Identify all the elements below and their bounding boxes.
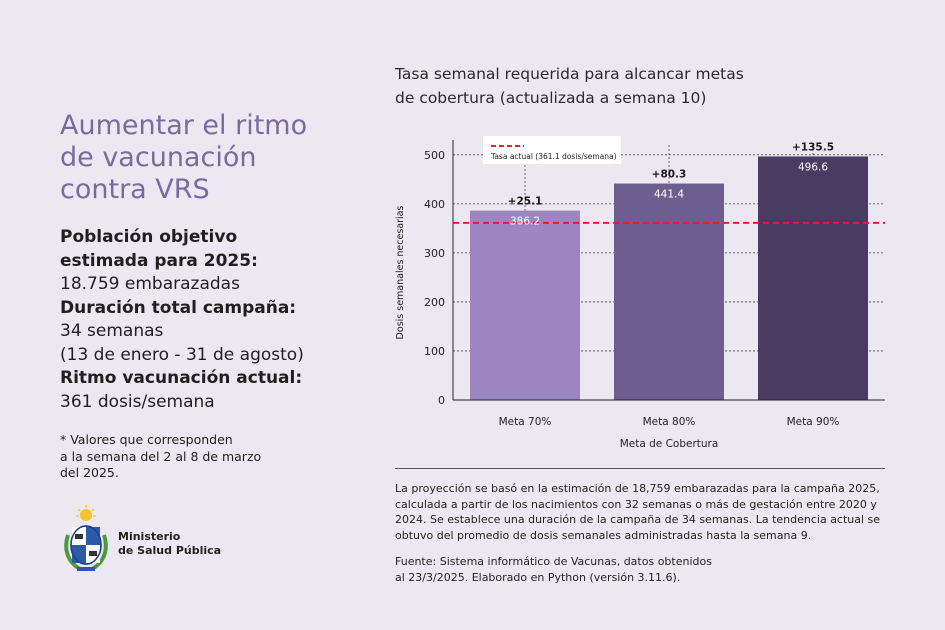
label-line: Población objetivo xyxy=(60,227,238,247)
footnote: * Valores que corresponden a la semana d… xyxy=(60,432,280,482)
increment-label: +25.1 xyxy=(508,196,543,208)
text-line: calculada a partir de los nacimientos co… xyxy=(395,497,877,511)
y-axis-title: Dosis semanales necesarias xyxy=(395,206,406,340)
bar xyxy=(470,210,580,400)
text-line: Fuente: Sistema informático de Vacunas, … xyxy=(395,555,712,568)
y-tick-label: 0 xyxy=(438,394,445,407)
duration-dates: (13 de enero - 31 de agosto) xyxy=(60,344,304,365)
note-line: del 2025. xyxy=(60,465,119,480)
chart-title-line: Tasa semanal requerida para alcancar met… xyxy=(395,65,744,83)
x-axis-title: Meta de Cobertura xyxy=(620,438,719,450)
title-line: Aumentar el ritmo xyxy=(60,110,308,141)
bar-value-label: 386.2 xyxy=(510,216,540,228)
increment-label: +80.3 xyxy=(652,169,687,181)
bar xyxy=(614,183,724,400)
page-title: Aumentar el ritmo de vacunación contra VRS xyxy=(60,110,360,206)
methodology-text: La proyección se basó en la estimación d… xyxy=(395,481,885,543)
source-text: Fuente: Sistema informático de Vacunas, … xyxy=(395,554,885,585)
title-line: contra VRS xyxy=(60,174,210,205)
bar-value-label: 441.4 xyxy=(654,189,684,201)
coat-of-arms-icon xyxy=(64,505,108,571)
y-tick-label: 300 xyxy=(424,247,445,260)
bar-value-label: 496.6 xyxy=(798,161,828,173)
x-tick-label: Meta 80% xyxy=(643,416,696,428)
key-facts: Población objetivo estimada para 2025: 18… xyxy=(60,226,380,414)
increment-label: +135.5 xyxy=(792,141,834,153)
note-line: * Valores que corresponden xyxy=(60,432,233,447)
divider xyxy=(395,468,885,469)
ministry-name-line2: de Salud Pública xyxy=(118,544,222,557)
text-line: obtuvo del promedio de dosis semanales a… xyxy=(395,528,812,542)
population-value: 18.759 embarazadas xyxy=(60,274,240,294)
ministry-name: Ministerio de Salud Pública xyxy=(118,530,221,558)
title-line: de vacunación xyxy=(60,142,257,173)
chart-title-line: de cobertura (actualizada a semana 10) xyxy=(395,89,707,107)
x-tick-label: Meta 70% xyxy=(499,416,552,428)
legend-box xyxy=(483,136,621,164)
duration-label: Duración total campaña: xyxy=(60,297,297,318)
bar-chart: 0 100 200 300 400 500 386.2 +25.1 441.4 +80.3 496.… xyxy=(395,136,885,450)
current-rate-label: Ritmo vacunación actual: xyxy=(60,368,303,388)
bar xyxy=(758,156,868,400)
label-line: estimada para 2025: xyxy=(60,250,258,271)
ministry-logo: Ministerio de Salud Pública xyxy=(58,505,258,577)
legend-label: Tasa actual (361.1 dosis/semana) xyxy=(490,152,617,161)
current-rate-value: 361 dosis/semana xyxy=(60,391,215,412)
population-label: Población objetivo estimada para 2025: xyxy=(60,226,380,273)
ministry-name-line1: Ministerio xyxy=(118,530,181,543)
y-tick-label: 400 xyxy=(424,198,445,211)
text-line: al 23/3/2025. Elaborado en Python (versi… xyxy=(395,570,681,584)
chart-title: Tasa semanal requerida para alcancar met… xyxy=(395,62,815,110)
text-line: La proyección se basó en la estimación d… xyxy=(395,482,880,495)
y-tick-label: 500 xyxy=(424,149,445,162)
duration-value: 34 semanas xyxy=(60,321,164,341)
y-tick-label: 200 xyxy=(424,296,445,309)
text-line: 2024. Se establece una duración de la ca… xyxy=(395,513,881,526)
x-tick-label: Meta 90% xyxy=(787,416,840,428)
note-line: a la semana del 2 al 8 de marzo xyxy=(60,448,262,464)
y-tick-label: 100 xyxy=(424,345,445,358)
